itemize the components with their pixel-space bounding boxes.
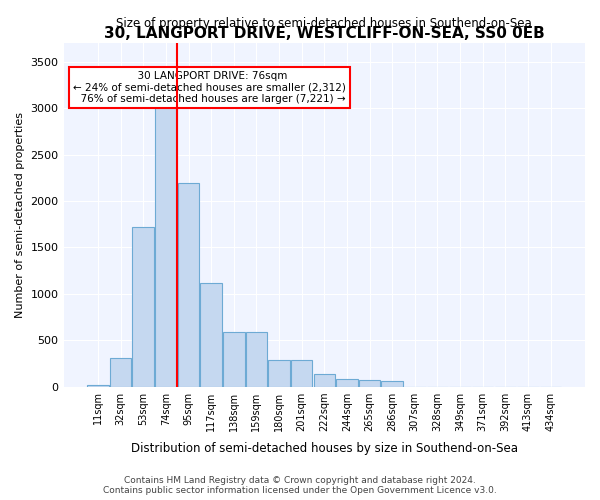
Bar xyxy=(200,282,222,387)
Bar xyxy=(245,332,267,386)
Bar xyxy=(314,374,335,386)
X-axis label: Distribution of semi-detached houses by size in Southend-on-Sea: Distribution of semi-detached houses by … xyxy=(131,442,518,455)
Text: 30 LANGPORT DRIVE: 76sqm
← 24% of semi-detached houses are smaller (2,312)
  76%: 30 LANGPORT DRIVE: 76sqm ← 24% of semi-d… xyxy=(73,71,346,104)
Bar xyxy=(359,380,380,386)
Text: Size of property relative to semi-detached houses in Southend-on-Sea: Size of property relative to semi-detach… xyxy=(116,16,532,30)
Bar xyxy=(178,182,199,386)
Bar xyxy=(223,332,245,386)
Bar xyxy=(133,227,154,386)
Y-axis label: Number of semi-detached properties: Number of semi-detached properties xyxy=(15,112,25,318)
Text: Contains HM Land Registry data © Crown copyright and database right 2024.
Contai: Contains HM Land Registry data © Crown c… xyxy=(103,476,497,495)
Bar xyxy=(382,381,403,386)
Bar xyxy=(268,360,290,386)
Bar xyxy=(110,358,131,386)
Bar xyxy=(336,379,358,386)
Bar xyxy=(155,66,176,386)
Bar xyxy=(291,360,313,386)
Title: 30, LANGPORT DRIVE, WESTCLIFF-ON-SEA, SS0 0EB: 30, LANGPORT DRIVE, WESTCLIFF-ON-SEA, SS… xyxy=(104,26,545,41)
Bar xyxy=(87,384,109,386)
